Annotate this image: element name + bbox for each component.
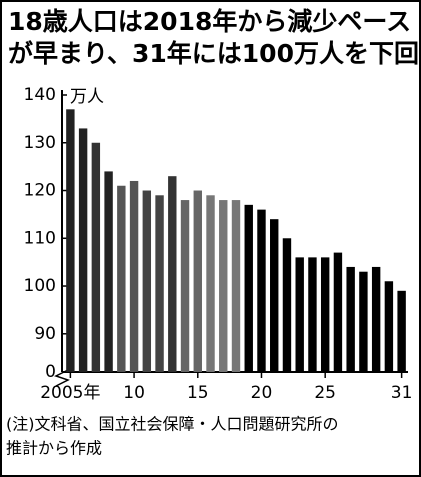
bar xyxy=(219,200,228,372)
bar xyxy=(295,257,304,372)
bar xyxy=(231,200,241,372)
bar xyxy=(193,190,202,372)
bar xyxy=(359,271,368,372)
bar xyxy=(333,252,343,372)
bar xyxy=(320,257,330,372)
bar xyxy=(142,190,152,372)
bar xyxy=(397,290,406,372)
bar xyxy=(91,142,101,372)
bar xyxy=(308,257,317,372)
bar xyxy=(257,209,266,372)
x-tick-label: 2005年 xyxy=(40,383,100,403)
y-tick-label: 90 xyxy=(34,324,56,344)
chart-title: 18歳人口は2018年から減少ペース xyxy=(8,7,411,36)
bar xyxy=(104,171,113,372)
bar xyxy=(270,219,279,372)
x-tick-label: 31 xyxy=(391,383,413,403)
bar xyxy=(282,238,292,372)
y-tick-label: 130 xyxy=(24,133,56,153)
bar xyxy=(346,266,355,372)
bar xyxy=(244,204,253,372)
x-tick-label: 25 xyxy=(314,383,336,403)
y-tick-label: 100 xyxy=(24,276,56,296)
bar xyxy=(384,281,394,372)
x-tick-label: 20 xyxy=(251,383,273,403)
bar xyxy=(155,195,164,372)
y-tick-label: 120 xyxy=(24,181,56,201)
bar xyxy=(206,195,215,372)
y-tick-label: 110 xyxy=(24,228,56,248)
y-unit-label: 万人 xyxy=(70,87,104,107)
note: (注)文科省、国立社会保障・人口問題研究所の xyxy=(6,415,339,434)
bar xyxy=(371,266,381,372)
note: 推計から作成 xyxy=(6,439,102,458)
y-tick-label: 0 xyxy=(45,362,56,382)
bar xyxy=(66,109,75,373)
y-tick-label: 140 xyxy=(24,85,56,105)
chart-title: が早まり、31年には100万人を下回る xyxy=(8,39,421,68)
bar xyxy=(117,185,126,372)
bar xyxy=(129,180,139,372)
bar xyxy=(168,176,177,372)
bar xyxy=(180,200,190,372)
bar xyxy=(78,128,88,372)
x-tick-label: 15 xyxy=(187,383,209,403)
x-tick-label: 10 xyxy=(123,383,145,403)
